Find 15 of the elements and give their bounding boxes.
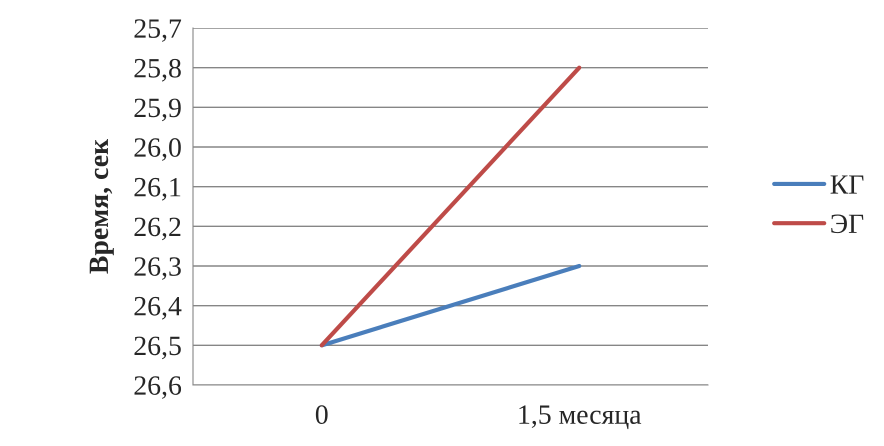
y-tick-label: 25,7 [134,19,182,42]
y-tick-label: 25,9 [134,98,181,122]
y-tick-label: 26,0 [134,138,181,161]
y-tick-label: 26,5 [134,336,181,360]
legend-label: КГ [830,175,864,194]
x-tick-label: 1,5 месяца [519,405,642,430]
y-tick-label: 25,8 [134,58,181,82]
y-tick-label: 26,6 [134,376,182,399]
y-tick-label: 26,1 [134,178,180,201]
x-tick-label: 0 [316,405,328,424]
y-tick-label: 26,2 [134,218,180,240]
y-tick-label: 26,4 [134,296,182,320]
y-tick-label: 26,3 [134,257,181,280]
legend-label: ЭГ [831,214,864,234]
y-axis-title: Время, сек [90,138,114,274]
